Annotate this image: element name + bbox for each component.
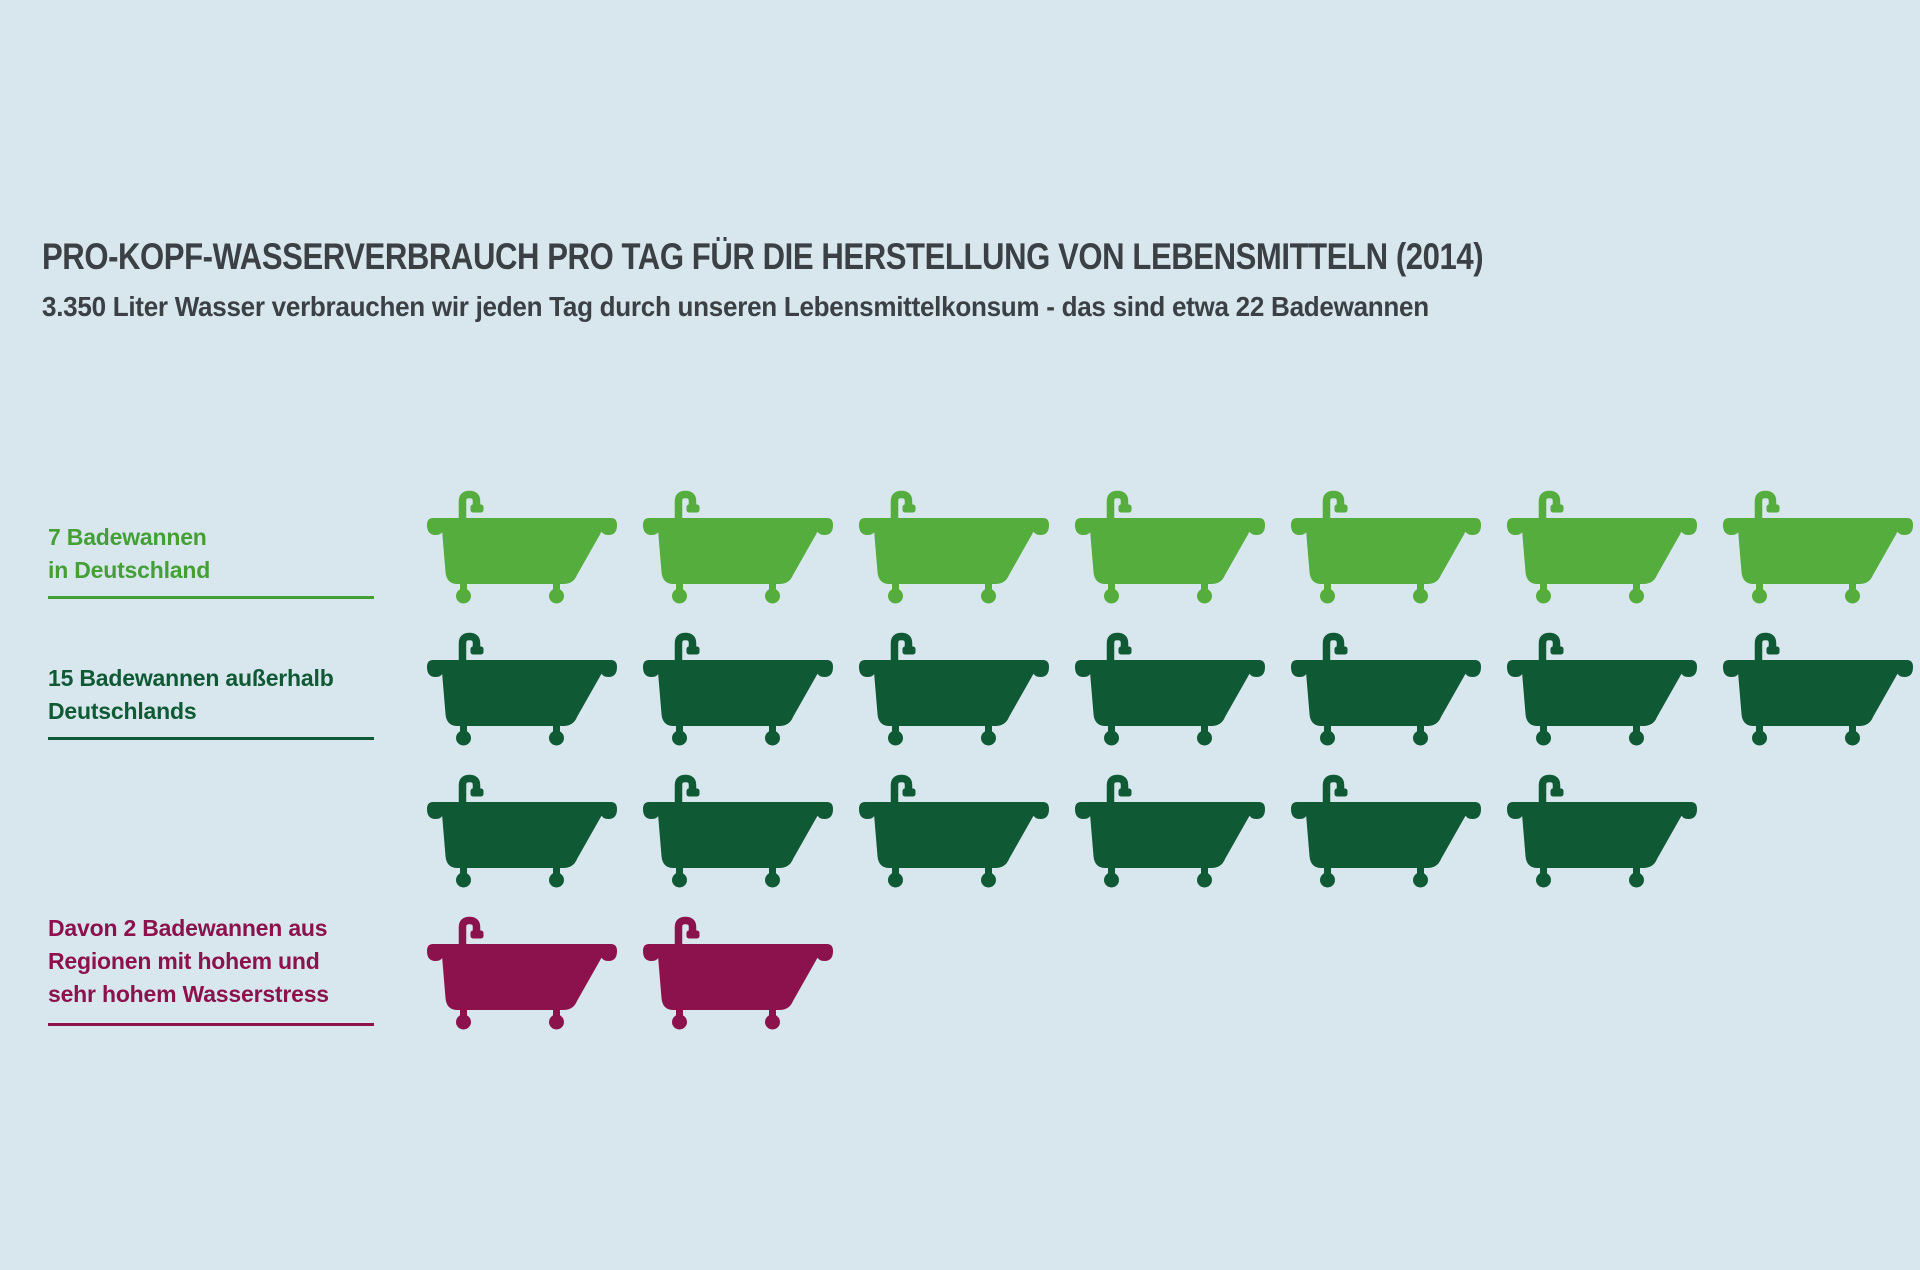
page-subtitle: 3.350 Liter Wasser verbrauchen wir jeden… xyxy=(42,291,1429,322)
bathtub-icon xyxy=(427,774,617,888)
bathtub-icon xyxy=(1075,490,1265,604)
bathtub-icon xyxy=(643,774,833,888)
bathtub-icon xyxy=(1723,490,1913,604)
bathtub-icon xyxy=(1075,632,1265,746)
label-germany: 7 Badewannen in Deutschland xyxy=(48,521,374,599)
bathtub-icon xyxy=(859,632,1049,746)
bathtub-icon xyxy=(1291,774,1481,888)
bathtub-icon xyxy=(427,490,617,604)
bathtub-row xyxy=(427,764,1697,889)
bathtub-icon xyxy=(1507,490,1697,604)
label-water-stress: Davon 2 Badewannen aus Regionen mit hohe… xyxy=(48,912,374,1026)
page-title: PRO-KOPF-WASSERVERBRAUCH PRO TAG FÜR DIE… xyxy=(42,236,1484,277)
bathtub-icon xyxy=(1507,774,1697,888)
bathtub-icon xyxy=(643,916,833,1030)
bathtub-icon xyxy=(1507,632,1697,746)
bathtub-icon xyxy=(859,774,1049,888)
bathtub-icon xyxy=(643,632,833,746)
bathtub-icon xyxy=(1075,774,1265,888)
bathtub-row xyxy=(427,622,1913,747)
bathtub-icon xyxy=(427,916,617,1030)
bathtub-icon xyxy=(1291,632,1481,746)
bathtub-icon xyxy=(643,490,833,604)
bathtub-icon xyxy=(1291,490,1481,604)
bathtub-row xyxy=(427,906,833,1031)
bathtub-row xyxy=(427,480,1913,605)
label-outside-germany: 15 Badewannen außerhalb Deutschlands xyxy=(48,662,374,740)
bathtub-icon xyxy=(859,490,1049,604)
bathtub-icon xyxy=(427,632,617,746)
bathtub-icon xyxy=(1723,632,1913,746)
